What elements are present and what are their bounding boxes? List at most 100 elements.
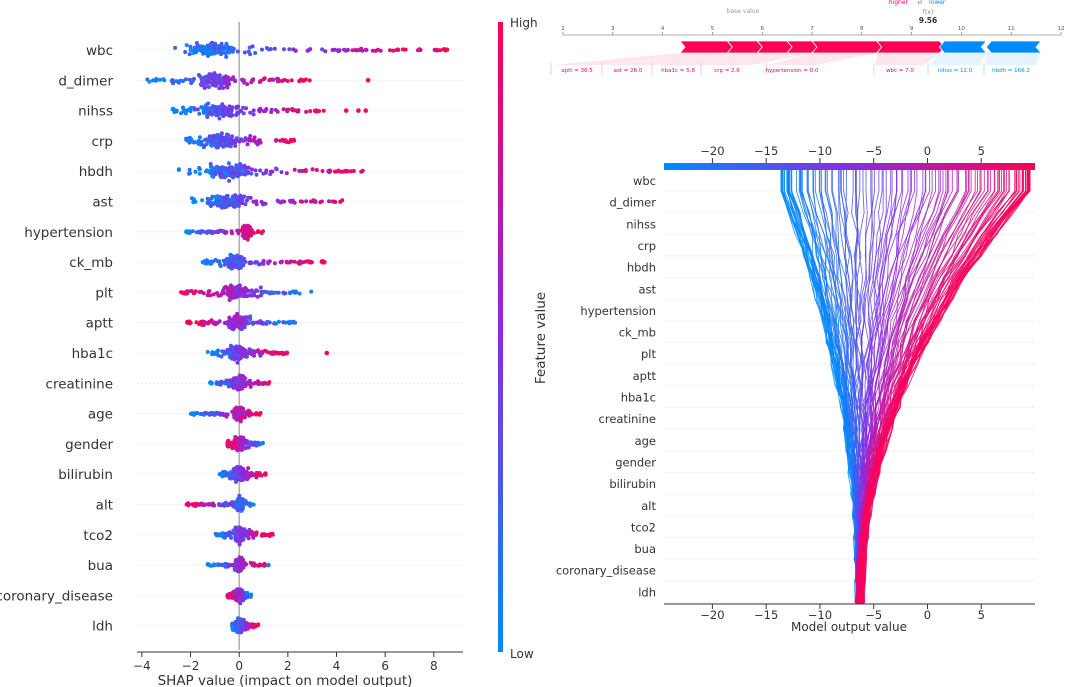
summary-dot [245, 142, 250, 147]
summary-dot [257, 471, 262, 475]
summary-dot [232, 352, 237, 357]
decision-lines [780, 170, 1031, 605]
summary-dot [320, 47, 325, 52]
summary-feature-dots [189, 193, 345, 210]
summary-dot [306, 48, 311, 53]
force-positive-connector [553, 53, 728, 65]
summary-dot [239, 261, 243, 266]
summary-dot [280, 78, 285, 83]
summary-dot [227, 178, 232, 183]
summary-dot [210, 352, 215, 356]
summary-dot [295, 109, 300, 114]
decision-feature-label: bilirubin [609, 477, 656, 491]
summary-dot [288, 290, 292, 295]
summary-dot [233, 435, 238, 439]
summary-dot [327, 199, 331, 204]
summary-dot [226, 257, 231, 262]
summary-dot [292, 167, 297, 172]
decision-line [781, 170, 862, 605]
summary-dot [442, 47, 447, 52]
decision-feature-label: nihss [626, 217, 656, 231]
summary-dot [299, 168, 304, 173]
summary-dot [245, 315, 249, 320]
summary-dot [214, 166, 219, 171]
summary-dot [231, 174, 236, 179]
summary-dot [292, 138, 297, 143]
summary-dot [241, 258, 246, 263]
decision-feature-label: bua [634, 542, 656, 556]
decision-x-tick-label: 5 [978, 608, 985, 622]
summary-dot [246, 195, 251, 200]
summary-dot [267, 350, 272, 355]
summary-dot [247, 378, 252, 383]
summary-dot [240, 167, 245, 172]
summary-dot [237, 139, 242, 144]
summary-dot [258, 563, 263, 568]
summary-dot [267, 259, 272, 264]
summary-dot [233, 626, 238, 631]
summary-dot [263, 471, 268, 476]
summary-dot [233, 143, 238, 148]
summary-dot [248, 52, 253, 57]
summary-dot [191, 140, 196, 145]
summary-dot [211, 137, 216, 142]
summary-feature-label: crp [91, 134, 113, 150]
summary-dot [248, 314, 253, 319]
summary-dot [200, 198, 205, 203]
summary-dot [217, 76, 222, 81]
summary-dot [201, 110, 206, 115]
summary-dot [208, 162, 213, 166]
summary-dot [254, 199, 259, 204]
summary-dot [241, 537, 246, 542]
summary-dot [222, 105, 227, 109]
summary-dot [255, 142, 260, 147]
force-positive-bar [875, 40, 946, 54]
summary-dot [220, 228, 225, 233]
summary-dot [235, 443, 240, 448]
summary-dot [231, 75, 236, 80]
force-x-tick-label: 12 [1058, 26, 1065, 32]
summary-dot [229, 108, 234, 113]
summary-outlier-dot [324, 350, 330, 356]
decision-feature-label: age [635, 434, 656, 448]
summary-dot [249, 320, 254, 325]
summary-dot [258, 168, 263, 173]
force-bars [679, 40, 1042, 54]
summary-dot [243, 136, 248, 141]
summary-dot [215, 133, 220, 138]
summary-dot [253, 380, 258, 385]
summary-dot [183, 77, 188, 82]
summary-dot [197, 166, 202, 170]
summary-dot [261, 320, 265, 325]
summary-dot [226, 562, 231, 567]
summary-dot [254, 202, 259, 207]
summary-dot [225, 194, 229, 199]
summary-dot [260, 440, 265, 445]
force-negative-bar [938, 40, 988, 54]
force-arrows-label: ⇄ [917, 0, 922, 6]
summary-dot [227, 262, 232, 267]
summary-dot [255, 288, 260, 293]
summary-dot [226, 379, 231, 384]
summary-dot [396, 47, 400, 52]
summary-dot [318, 200, 323, 205]
summary-dot [187, 52, 192, 57]
summary-dot [260, 47, 264, 52]
summary-dot [226, 139, 231, 144]
summary-dot [236, 378, 241, 383]
summary-dot [239, 254, 244, 259]
force-contribution-labels: aptt = 36.5 ast = 26.0 hba1c = 5.8 crp = 2.… [550, 53, 1042, 75]
force-lower-label: lower [929, 0, 946, 6]
decision-feature-label: wbc [633, 174, 656, 188]
summary-dot [219, 380, 224, 385]
summary-x-tick-label: 8 [430, 659, 438, 673]
summary-dot [232, 320, 237, 325]
summary-dot [256, 229, 260, 234]
summary-dot [206, 84, 210, 89]
summary-dot [227, 315, 232, 320]
summary-dot [208, 111, 213, 116]
summary-dot [264, 168, 269, 173]
summary-dot [297, 259, 302, 264]
summary-dot [199, 289, 204, 294]
